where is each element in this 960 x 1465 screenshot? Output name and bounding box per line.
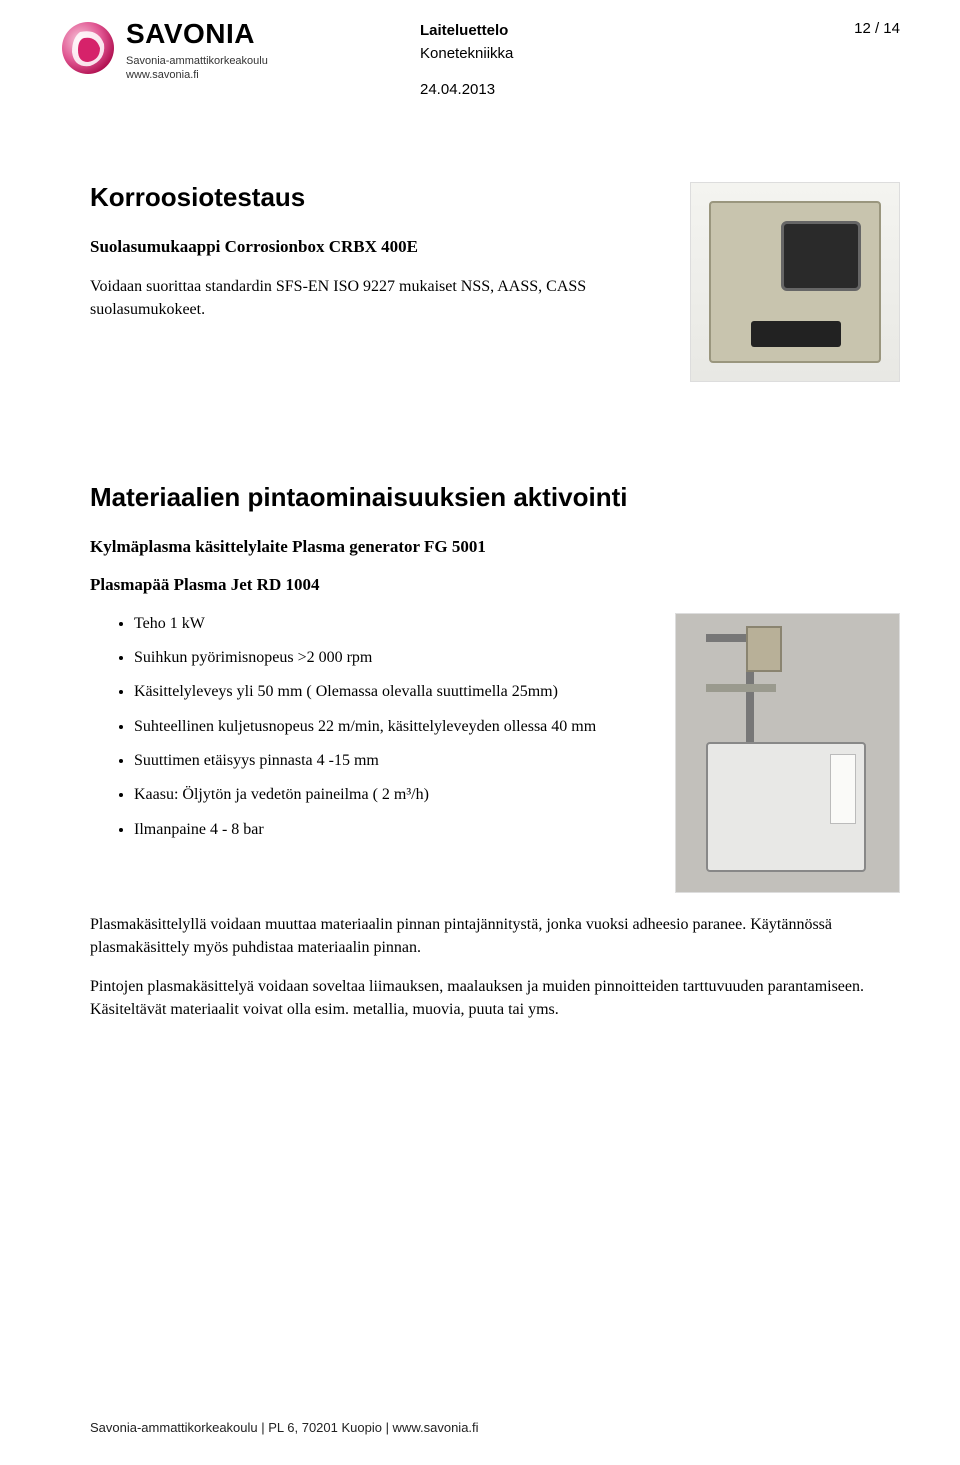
content: Korroosiotestaus Suolasumukaappi Corrosi… (60, 182, 900, 1022)
list-item: Suhteellinen kuljetusnopeus 22 m/min, kä… (134, 716, 655, 738)
logo-text: SAVONIA Savonia-ammattikorkeakoulu www.s… (126, 20, 268, 83)
list-item: Käsittelyleveys yli 50 mm ( Olemassa ole… (134, 681, 655, 703)
list-item: Suihkun pyörimisnopeus >2 000 rpm (134, 647, 655, 669)
section1-subheading: Suolasumukaappi Corrosionbox CRBX 400E (90, 237, 660, 257)
list-item: Kaasu: Öljytön ja vedetön paineilma ( 2 … (134, 784, 655, 806)
section2-para1: Plasmakäsittelyllä voidaan muuttaa mater… (90, 913, 900, 959)
list-item: Ilmanpaine 4 - 8 bar (134, 819, 655, 841)
section1-heading: Korroosiotestaus (90, 182, 660, 213)
page-footer: Savonia-ammattikorkeakoulu | PL 6, 70201… (90, 1420, 479, 1435)
doc-title: Laiteluettelo (420, 20, 800, 43)
savonia-logo-icon (60, 20, 116, 76)
org-name: SAVONIA (126, 20, 268, 48)
header-center: Laiteluettelo Konetekniikka 24.04.2013 (420, 20, 800, 102)
section-korroosiotestaus: Korroosiotestaus Suolasumukaappi Corrosi… (90, 182, 900, 382)
logo-block: SAVONIA Savonia-ammattikorkeakoulu www.s… (60, 20, 420, 83)
section2-heading: Materiaalien pintaominaisuuksien aktivoi… (90, 482, 900, 513)
doc-subtitle: Konetekniikka (420, 43, 800, 66)
section2-para2: Pintojen plasmakäsittelyä voidaan sovelt… (90, 975, 900, 1021)
plasma-image (675, 613, 900, 893)
section1-paragraph: Voidaan suorittaa standardin SFS-EN ISO … (90, 275, 660, 321)
org-subtitle-2: www.savonia.fi (126, 68, 268, 82)
spec-list: Teho 1 kW Suihkun pyörimisnopeus >2 000 … (90, 613, 655, 842)
section2-subheading2: Plasmapää Plasma Jet RD 1004 (90, 575, 900, 595)
cabinet-image (690, 182, 900, 382)
list-item: Teho 1 kW (134, 613, 655, 635)
doc-date: 24.04.2013 (420, 79, 800, 102)
page-header: SAVONIA Savonia-ammattikorkeakoulu www.s… (60, 20, 900, 102)
section2-subheading1: Kylmäplasma käsittelylaite Plasma genera… (90, 537, 900, 557)
list-item: Suuttimen etäisyys pinnasta 4 -15 mm (134, 750, 655, 772)
page-number: 12 / 14 (800, 20, 900, 37)
section2-body: Teho 1 kW Suihkun pyörimisnopeus >2 000 … (90, 613, 900, 893)
org-subtitle-1: Savonia-ammattikorkeakoulu (126, 54, 268, 68)
